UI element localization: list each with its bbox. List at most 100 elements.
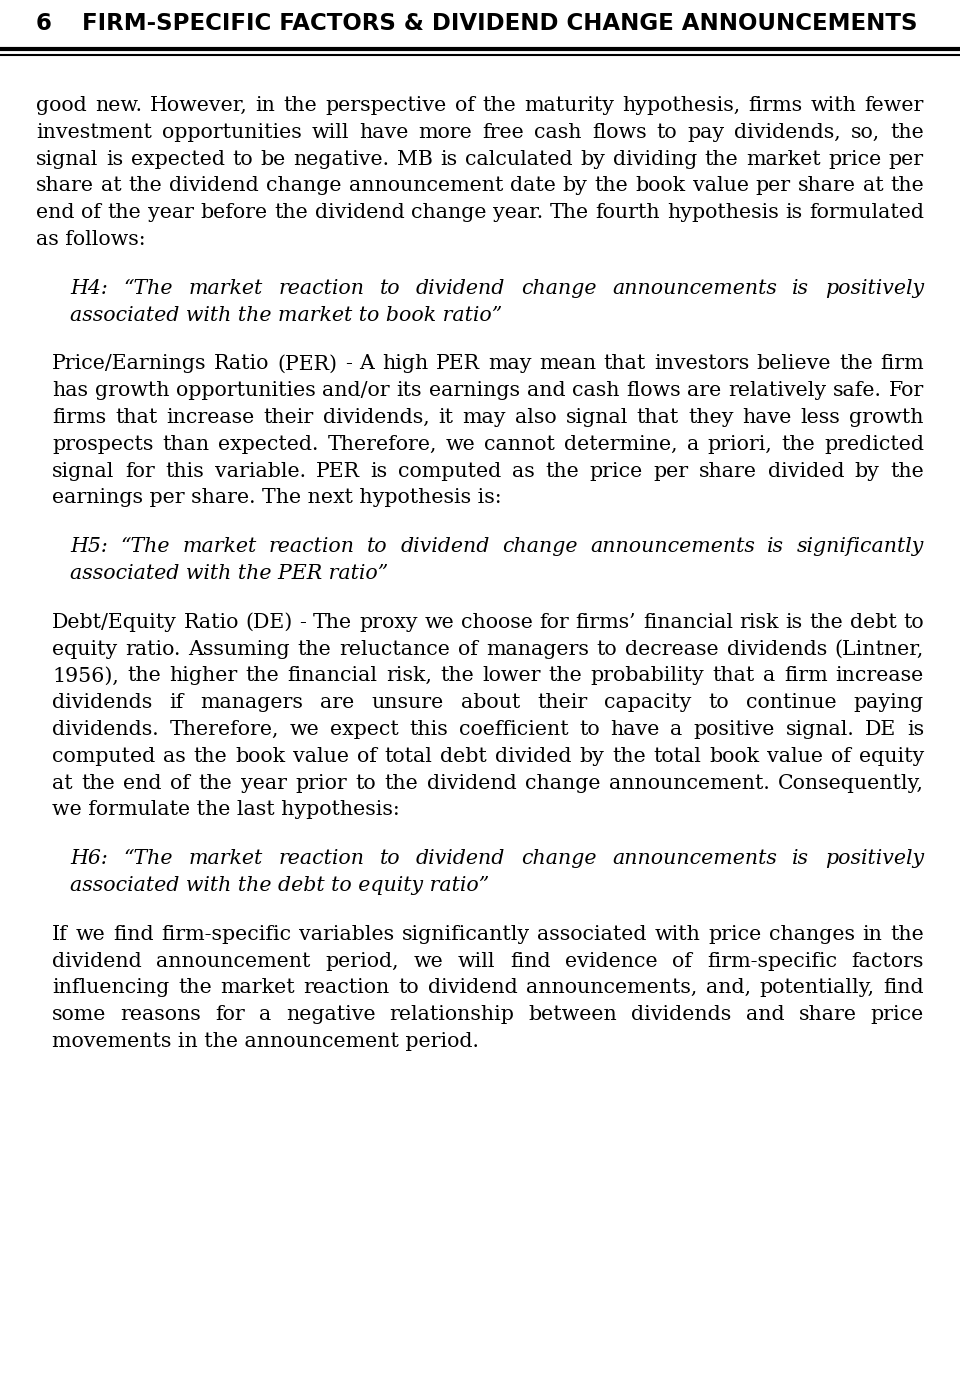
Text: value: value	[692, 176, 749, 196]
Text: the: the	[81, 774, 115, 792]
Text: formulated: formulated	[809, 203, 924, 222]
Text: changes: changes	[769, 925, 855, 944]
Text: the: the	[594, 176, 629, 196]
Text: in: in	[863, 925, 882, 944]
Text: their: their	[264, 408, 314, 427]
Text: factors: factors	[852, 951, 924, 971]
Text: to: to	[367, 538, 388, 556]
Text: for: for	[215, 1006, 245, 1024]
Text: for: for	[125, 461, 155, 481]
Text: than: than	[162, 434, 209, 454]
Text: However,: However,	[150, 96, 248, 115]
Text: have: have	[742, 408, 792, 427]
Text: investment: investment	[36, 123, 152, 142]
Text: expected.: expected.	[218, 434, 319, 454]
Text: market: market	[188, 849, 263, 868]
Text: managers: managers	[201, 693, 303, 712]
Text: with: with	[655, 925, 701, 944]
Text: Ratio: Ratio	[214, 355, 270, 373]
Text: end: end	[123, 774, 162, 792]
Text: year: year	[241, 774, 287, 792]
Text: flows: flows	[626, 381, 681, 400]
Text: they: they	[688, 408, 733, 427]
Text: to: to	[657, 123, 677, 142]
Text: is: is	[792, 849, 809, 868]
Text: Therefore,: Therefore,	[169, 719, 278, 739]
Text: reasons: reasons	[121, 1006, 202, 1024]
Text: priori,: priori,	[708, 434, 773, 454]
Text: may: may	[463, 408, 506, 427]
Text: equity: equity	[859, 747, 924, 766]
Text: we: we	[424, 613, 454, 631]
Text: the: the	[194, 747, 228, 766]
Text: to: to	[380, 279, 400, 298]
Text: associated: associated	[538, 925, 647, 944]
Text: movements in the announcement period.: movements in the announcement period.	[52, 1032, 479, 1051]
Text: is: is	[792, 279, 809, 298]
Text: the: the	[839, 355, 873, 373]
Text: calculated: calculated	[465, 149, 573, 169]
Text: (DE): (DE)	[246, 613, 293, 631]
Text: a: a	[259, 1006, 272, 1024]
Text: predicted: predicted	[824, 434, 924, 454]
Text: computed: computed	[398, 461, 501, 481]
Text: For: For	[889, 381, 924, 400]
Text: firms: firms	[52, 408, 107, 427]
Text: to: to	[579, 719, 600, 739]
Text: will: will	[312, 123, 349, 142]
Text: the: the	[705, 149, 738, 169]
Text: by: by	[579, 747, 604, 766]
Text: firms’: firms’	[576, 613, 636, 631]
Text: positively: positively	[825, 849, 924, 868]
Text: cash: cash	[535, 123, 582, 142]
Text: decrease: decrease	[625, 640, 719, 658]
Text: reaction: reaction	[278, 279, 364, 298]
Text: (PER): (PER)	[277, 355, 337, 373]
Text: the: the	[549, 666, 583, 686]
Text: announcement: announcement	[348, 176, 503, 196]
Text: it: it	[439, 408, 453, 427]
Text: are: are	[687, 381, 722, 400]
Text: firm: firm	[880, 355, 924, 373]
Text: evidence: evidence	[565, 951, 658, 971]
Text: find: find	[510, 951, 550, 971]
Text: year.: year.	[493, 203, 543, 222]
Text: of: of	[357, 747, 377, 766]
Text: less: less	[801, 408, 841, 427]
Text: the: the	[890, 123, 924, 142]
Text: to: to	[232, 149, 252, 169]
Text: the: the	[199, 774, 232, 792]
Text: associated with the PER ratio”: associated with the PER ratio”	[70, 564, 388, 583]
Text: we: we	[414, 951, 444, 971]
Text: the: the	[809, 613, 843, 631]
Text: expected: expected	[131, 149, 225, 169]
Text: change: change	[411, 203, 487, 222]
Text: earnings per share. The next hypothesis is:: earnings per share. The next hypothesis …	[52, 489, 502, 507]
Text: is: is	[907, 719, 924, 739]
Text: dividend: dividend	[427, 774, 516, 792]
Text: announcements: announcements	[612, 279, 777, 298]
Text: between: between	[529, 1006, 617, 1024]
Text: expect: expect	[330, 719, 398, 739]
Text: and: and	[746, 1006, 784, 1024]
Text: paying: paying	[853, 693, 924, 712]
Text: that: that	[604, 355, 646, 373]
Text: if: if	[169, 693, 183, 712]
Text: dividend: dividend	[169, 176, 259, 196]
Text: influencing: influencing	[52, 978, 169, 997]
Text: managers: managers	[486, 640, 588, 658]
Text: fewer: fewer	[865, 96, 924, 115]
Text: about: about	[461, 693, 520, 712]
Text: hypothesis,: hypothesis,	[622, 96, 740, 115]
Text: probability: probability	[590, 666, 705, 686]
Text: has: has	[52, 381, 88, 400]
Text: to: to	[597, 640, 617, 658]
Text: equity: equity	[52, 640, 117, 658]
Text: at: at	[52, 774, 73, 792]
Text: this: this	[409, 719, 448, 739]
Text: dividend: dividend	[315, 203, 404, 222]
Text: is: is	[785, 613, 803, 631]
Text: have: have	[611, 719, 660, 739]
Text: per: per	[654, 461, 688, 481]
Text: the: the	[440, 666, 473, 686]
